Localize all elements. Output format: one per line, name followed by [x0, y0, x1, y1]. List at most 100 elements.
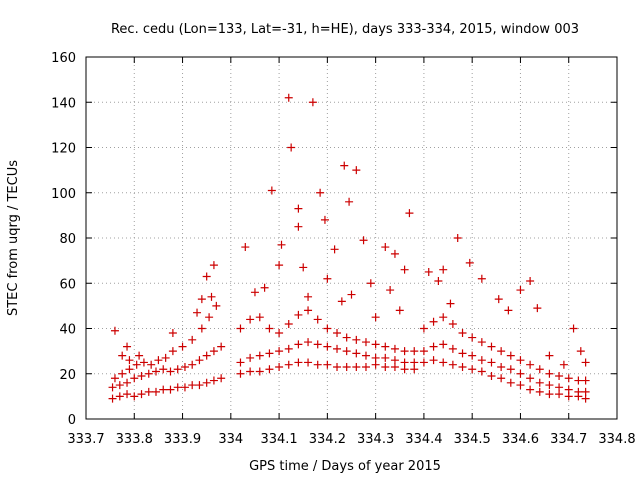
- data-point: [304, 292, 313, 301]
- data-point: [446, 299, 455, 308]
- data-point: [390, 249, 399, 258]
- data-point: [504, 306, 513, 315]
- data-point: [236, 369, 245, 378]
- data-point: [564, 374, 573, 383]
- data-point: [545, 369, 554, 378]
- data-point: [555, 383, 564, 392]
- x-tick-label: 334.8: [598, 432, 635, 447]
- data-point: [255, 313, 264, 322]
- data-point: [287, 143, 296, 152]
- data-point: [400, 358, 409, 367]
- data-point: [246, 353, 255, 362]
- data-point: [212, 301, 221, 310]
- data-point: [581, 358, 590, 367]
- data-point: [448, 344, 457, 353]
- data-point: [400, 265, 409, 274]
- data-point: [255, 351, 264, 360]
- x-tick-label: 333.8: [116, 432, 153, 447]
- data-point: [294, 310, 303, 319]
- data-point: [439, 265, 448, 274]
- data-point: [381, 342, 390, 351]
- data-point: [337, 297, 346, 306]
- data-point: [195, 356, 204, 365]
- data-point: [381, 362, 390, 371]
- data-point: [209, 376, 218, 385]
- data-point: [516, 286, 525, 295]
- x-tick-label: 334.3: [357, 432, 394, 447]
- data-point: [400, 365, 409, 374]
- data-point: [487, 372, 496, 381]
- data-point: [516, 369, 525, 378]
- data-point: [115, 392, 124, 401]
- data-point: [246, 315, 255, 324]
- y-tick-label: 60: [59, 277, 76, 292]
- y-tick-label: 0: [68, 413, 76, 428]
- data-point: [465, 258, 474, 267]
- data-point: [448, 360, 457, 369]
- data-point: [494, 295, 503, 304]
- data-point: [564, 392, 573, 401]
- data-point: [123, 390, 132, 399]
- y-tick-label: 40: [59, 323, 76, 338]
- data-point: [294, 204, 303, 213]
- data-point: [125, 365, 134, 374]
- data-point: [352, 166, 361, 175]
- data-point: [347, 290, 356, 299]
- data-point: [255, 367, 264, 376]
- data-point: [330, 245, 339, 254]
- data-point: [419, 347, 428, 356]
- data-point: [110, 326, 119, 335]
- data-point: [581, 387, 590, 396]
- data-point: [144, 369, 153, 378]
- data-point: [419, 358, 428, 367]
- data-point: [526, 276, 535, 285]
- data-point: [574, 387, 583, 396]
- data-point: [516, 356, 525, 365]
- data-point: [123, 342, 132, 351]
- data-point: [118, 369, 127, 378]
- data-point: [439, 358, 448, 367]
- data-point: [323, 324, 332, 333]
- data-point: [429, 342, 438, 351]
- data-point: [294, 340, 303, 349]
- data-point: [308, 98, 317, 107]
- data-point: [275, 362, 284, 371]
- data-point: [477, 338, 486, 347]
- data-point: [284, 319, 293, 328]
- data-point: [304, 306, 313, 315]
- data-point: [390, 362, 399, 371]
- data-point: [132, 360, 141, 369]
- data-point: [260, 283, 269, 292]
- data-point: [381, 243, 390, 252]
- data-point: [180, 362, 189, 371]
- data-point: [429, 356, 438, 365]
- y-tick-label: 140: [51, 96, 76, 111]
- data-point: [125, 356, 134, 365]
- data-point: [151, 387, 160, 396]
- data-point: [161, 353, 170, 362]
- data-point: [342, 347, 351, 356]
- data-point: [545, 381, 554, 390]
- data-point: [468, 351, 477, 360]
- x-tick-label: 334.2: [309, 432, 346, 447]
- data-point: [123, 378, 132, 387]
- x-tick-label: 334.5: [454, 432, 491, 447]
- grid-layer: [86, 57, 617, 419]
- plot-frame: [85, 56, 618, 420]
- data-point: [526, 360, 535, 369]
- data-point: [439, 340, 448, 349]
- y-tick-label: 100: [51, 187, 76, 202]
- data-point: [323, 274, 332, 283]
- data-point: [395, 306, 404, 315]
- data-point: [342, 333, 351, 342]
- data-point: [178, 342, 187, 351]
- data-point: [366, 279, 375, 288]
- data-point: [313, 315, 322, 324]
- data-point: [205, 313, 214, 322]
- data-point: [151, 367, 160, 376]
- data-point: [323, 360, 332, 369]
- data-point: [159, 385, 168, 394]
- data-point: [130, 392, 139, 401]
- data-point: [241, 243, 250, 252]
